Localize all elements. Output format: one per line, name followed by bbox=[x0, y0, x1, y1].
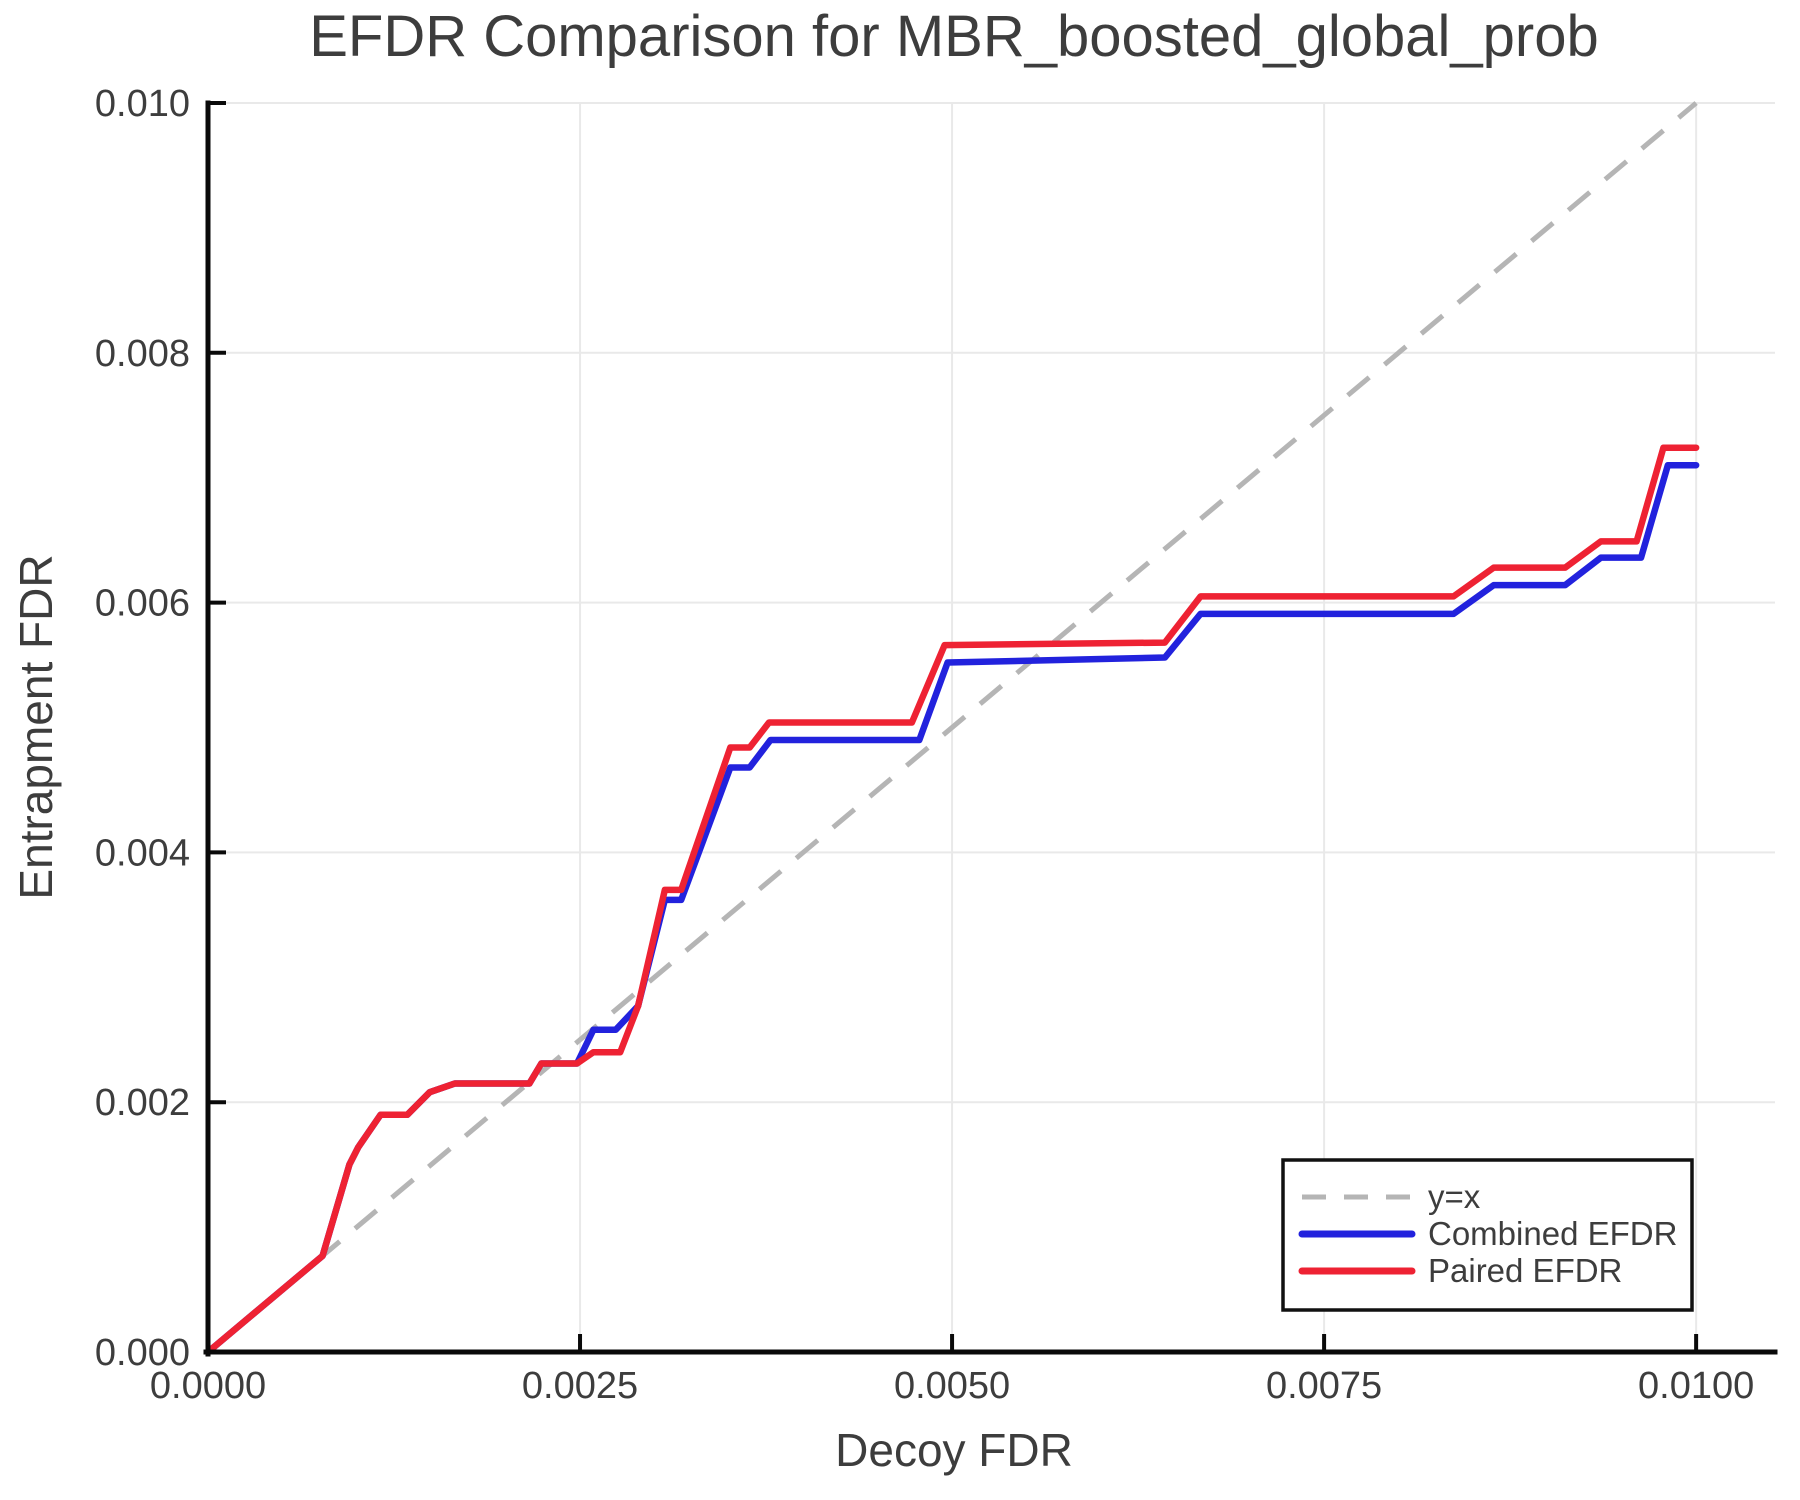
legend-entry-paired: Paired EFDR bbox=[1428, 1252, 1622, 1289]
axes-spines-and-ticks bbox=[203, 100, 1778, 1357]
identity-line bbox=[206, 101, 1698, 1354]
x-axis-label: Decoy FDR bbox=[835, 1424, 1073, 1476]
legend: y=x Combined EFDR Paired EFDR bbox=[1281, 1158, 1694, 1312]
y-tick-label: 0.006 bbox=[95, 583, 190, 625]
x-tick-label: 0.0025 bbox=[522, 1365, 638, 1407]
y-tick-label: 0.000 bbox=[95, 1332, 190, 1374]
x-tick-label: 0.0000 bbox=[150, 1365, 266, 1407]
x-tick-label: 0.0100 bbox=[1638, 1365, 1754, 1407]
y-axis-label: Entrapment FDR bbox=[10, 554, 62, 899]
chart-title: EFDR Comparison for MBR_boosted_global_p… bbox=[309, 4, 1599, 69]
y-tick-label: 0.002 bbox=[95, 1082, 190, 1124]
tick-labels: 0.0000 0.0025 0.0050 0.0075 0.0100 0.000 0.002… bbox=[95, 83, 1754, 1407]
legend-entry-combined: Combined EFDR bbox=[1428, 1215, 1677, 1252]
series-lines bbox=[204, 101, 1700, 1356]
paired-efdr-line bbox=[204, 444, 1700, 1356]
legend-entry-identity: y=x bbox=[1428, 1178, 1481, 1215]
x-tick-label: 0.0050 bbox=[894, 1365, 1010, 1407]
y-tick-label: 0.008 bbox=[95, 333, 190, 375]
x-tick-label: 0.0075 bbox=[1266, 1365, 1382, 1407]
y-tick-label: 0.010 bbox=[95, 83, 190, 125]
y-tick-label: 0.004 bbox=[95, 832, 190, 874]
